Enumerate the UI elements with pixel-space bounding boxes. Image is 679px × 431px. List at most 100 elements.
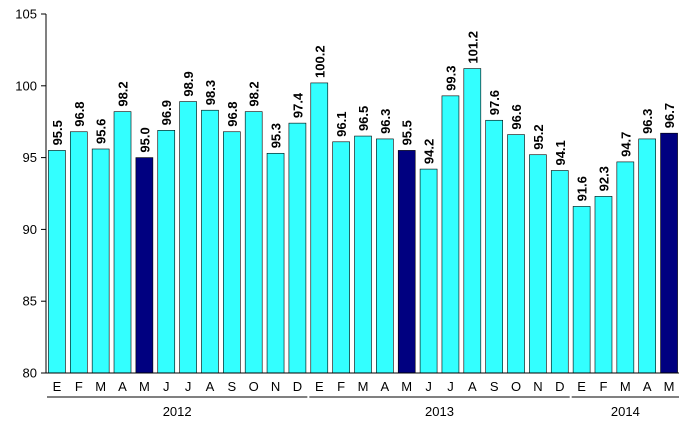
y-tick-label: 90 [23,222,37,237]
data-label: 95.6 [94,119,109,144]
data-label: 97.6 [487,90,502,115]
x-tick-label: F [337,379,345,394]
bar-highlighted [397,150,416,374]
x-tick-label: N [271,379,280,394]
bar [354,135,372,374]
y-tick-label: 85 [23,294,37,309]
bar [616,161,635,374]
bar [288,122,307,374]
bar [529,154,547,374]
x-tick-label: F [600,379,608,394]
year-label: 2014 [611,404,640,419]
bar [223,131,241,374]
x-tick-label: J [447,379,454,394]
x-tick-label: E [53,379,62,394]
bar [113,111,132,374]
bar [310,82,329,374]
y-axis: 80 85 90 95 100 105 [15,7,47,381]
bar [485,119,503,374]
year-label: 2013 [425,404,454,419]
x-tick-label: O [511,379,521,394]
data-labels: 95.5 96.8 95.6 98.2 95.0 96.9 98.9 98.3 96.8 98.2… [50,31,677,201]
data-label: 98.3 [203,80,218,105]
data-label: 95.3 [269,123,284,148]
bar [638,138,657,374]
bar [244,111,263,374]
x-tick-label: S [490,379,499,394]
x-tick-label: A [118,379,127,394]
bar-highlighted [660,132,678,374]
data-label: 98.2 [116,81,131,106]
data-label: 95.5 [400,120,415,145]
bar [69,131,88,374]
bar [507,134,525,374]
data-label: 96.6 [509,104,524,129]
x-tick-label: J [185,379,192,394]
data-label: 92.3 [596,166,611,191]
bar [550,170,569,374]
data-label: 96.3 [640,109,655,134]
data-label: 98.9 [181,71,196,96]
bar [594,196,613,374]
x-tick-label: E [577,379,586,394]
bar [376,138,394,374]
data-label: 95.5 [50,120,65,145]
data-label: 95.0 [137,127,152,152]
bar [572,206,591,374]
x-tick-label: E [315,379,324,394]
data-label: 96.3 [378,109,393,134]
x-tick-label: M [401,379,412,394]
y-tick-label: 100 [15,78,37,93]
x-tick-label: M [95,379,106,394]
bar-highlighted [135,157,154,374]
data-label: 98.2 [247,81,262,106]
data-label: 96.5 [356,106,371,131]
data-label: 101.2 [465,31,480,64]
bar [157,130,176,374]
bar [201,109,219,374]
data-label: 94.2 [422,139,437,164]
data-label: 96.8 [72,101,87,126]
x-tick-label: A [468,379,477,394]
y-tick-label: 95 [23,150,37,165]
data-label: 96.9 [159,100,174,125]
x-tick-label: M [664,379,675,394]
data-label: 96.1 [334,111,349,136]
bar [332,141,350,374]
year-groups: 2012 2013 2014 [47,396,679,419]
data-label: 94.1 [553,140,568,165]
x-tick-label: J [425,379,432,394]
bar [266,152,285,374]
x-tick-label: A [381,379,390,394]
bar [48,150,66,374]
data-label: 97.4 [290,92,305,118]
year-label: 2012 [163,404,192,419]
x-tick-label: M [139,379,150,394]
x-tick-label: M [620,379,631,394]
data-label: 100.2 [312,45,327,78]
y-tick-label: 80 [23,366,37,381]
data-label: 94.7 [618,132,633,157]
x-tick-label: F [75,379,83,394]
x-tick-label: S [227,379,236,394]
x-tick-label: O [249,379,259,394]
data-label: 91.6 [575,176,590,201]
x-tick-label: J [163,379,170,394]
bar [179,101,197,374]
bar [91,148,110,374]
x-tick-label: D [555,379,564,394]
data-label: 99.3 [443,66,458,91]
bar [419,168,438,374]
x-tick-label: N [533,379,542,394]
bar [463,68,482,374]
y-tick-label: 105 [15,7,37,22]
bar [441,95,460,374]
x-tick-label: D [293,379,302,394]
x-tick-label: M [358,379,369,394]
x-tick-label: A [643,379,652,394]
data-label: 95.2 [531,124,546,149]
data-label: 96.7 [662,103,677,128]
data-label: 96.8 [225,101,240,126]
